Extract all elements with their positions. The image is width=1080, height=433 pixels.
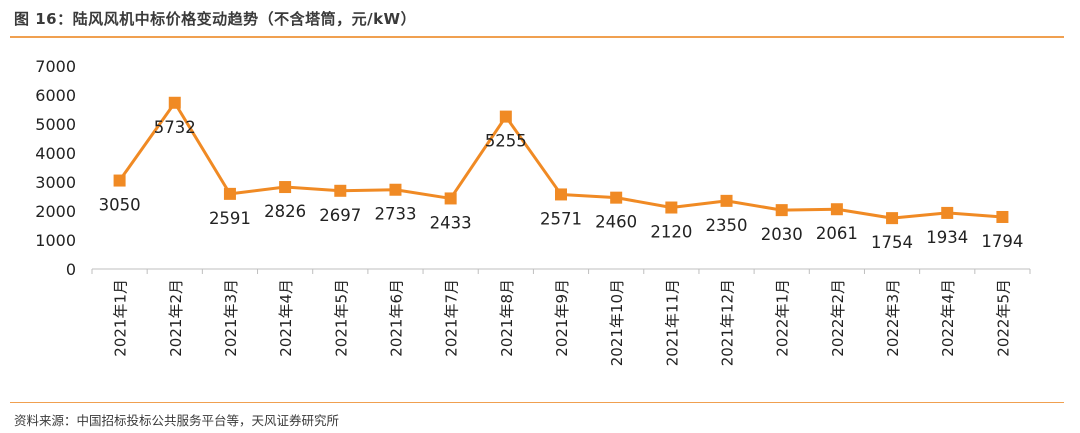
data-point-marker xyxy=(996,210,1009,223)
data-label: 3050 xyxy=(99,196,141,215)
y-tick-label: 0 xyxy=(66,260,76,279)
data-label: 2460 xyxy=(595,213,637,232)
x-tick-label: 2021年10月 xyxy=(608,279,626,366)
y-tick-label: 2000 xyxy=(35,202,76,221)
title-divider xyxy=(10,36,1064,38)
data-point-marker xyxy=(279,181,292,194)
data-point-marker xyxy=(941,206,954,219)
x-tick-label: 2021年3月 xyxy=(222,279,240,357)
x-tick-label: 2021年4月 xyxy=(277,279,295,357)
x-tick-label: 2021年12月 xyxy=(719,279,737,366)
data-point-marker xyxy=(555,188,567,201)
data-label: 2061 xyxy=(816,224,858,243)
data-label: 2571 xyxy=(540,209,582,228)
data-point-marker xyxy=(610,191,623,204)
y-tick-label: 4000 xyxy=(35,144,76,163)
y-tick-label: 7000 xyxy=(35,57,76,76)
data-point-marker xyxy=(499,110,512,123)
data-point-marker xyxy=(113,174,126,187)
y-tick-label: 3000 xyxy=(35,173,76,192)
data-label: 2697 xyxy=(319,206,361,225)
data-label: 2433 xyxy=(430,213,472,232)
x-tick-label: 2022年2月 xyxy=(829,279,847,357)
x-tick-label: 2021年7月 xyxy=(443,279,461,357)
data-point-marker xyxy=(223,187,236,200)
data-point-marker xyxy=(886,212,899,225)
x-tick-label: 2022年3月 xyxy=(884,279,902,357)
data-point-marker xyxy=(830,203,843,216)
data-label: 2120 xyxy=(650,223,692,242)
x-tick-label: 2022年5月 xyxy=(994,279,1012,357)
data-label: 1794 xyxy=(981,232,1023,251)
figure-title: 图 16：陆风风机中标价格变动趋势（不含塔筒，元/kW） xyxy=(14,10,417,28)
data-point-marker xyxy=(444,192,457,205)
data-label: 2350 xyxy=(706,216,748,235)
data-label: 1754 xyxy=(871,233,913,252)
data-label: 5255 xyxy=(485,132,527,151)
x-tick-label: 2022年1月 xyxy=(774,279,792,357)
data-label: 2591 xyxy=(209,209,251,228)
source-note: 资料来源：中国招标投标公共服务平台等，天风证券研究所 xyxy=(14,413,340,428)
x-tick-label: 2021年5月 xyxy=(332,279,350,357)
y-tick-label: 6000 xyxy=(35,86,76,105)
x-tick-label: 2021年1月 xyxy=(112,279,130,357)
y-tick-label: 1000 xyxy=(35,231,76,250)
x-tick-label: 2021年11月 xyxy=(663,279,681,366)
data-point-marker xyxy=(334,184,347,197)
data-label: 2826 xyxy=(264,202,306,221)
x-tick-label: 2021年8月 xyxy=(498,279,516,357)
series-line xyxy=(118,101,1003,220)
data-point-marker xyxy=(389,183,402,196)
data-label: 2733 xyxy=(374,205,416,224)
y-tick-label: 5000 xyxy=(35,115,76,134)
x-tick-label: 2021年6月 xyxy=(387,279,405,357)
data-label: 1934 xyxy=(926,228,968,247)
data-label: 5732 xyxy=(154,118,196,137)
data-label: 2030 xyxy=(761,225,803,244)
source-divider xyxy=(10,402,1064,403)
data-point-marker xyxy=(665,201,678,214)
x-tick-label: 2021年2月 xyxy=(167,279,185,357)
data-point-marker xyxy=(168,96,181,109)
data-point-marker xyxy=(775,204,788,217)
x-tick-label: 2021年9月 xyxy=(553,279,571,357)
data-point-marker xyxy=(720,194,733,207)
x-tick-label: 2022年4月 xyxy=(939,279,957,357)
